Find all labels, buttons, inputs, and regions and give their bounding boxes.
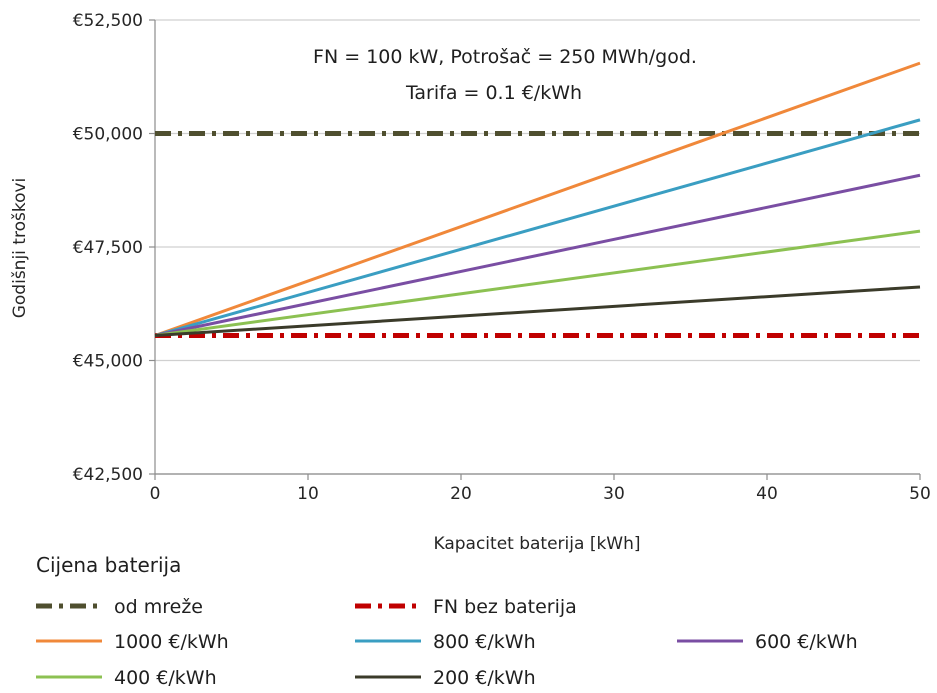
y-axis-label: Godišnji troškovi	[10, 178, 30, 319]
y-tick-labels: €42,500 €45,000 €47,500 €50,000 €52,500	[73, 11, 143, 485]
x-axis-label: Kapacitet baterija [kWh]	[433, 534, 640, 554]
legend-label-5: 400 €/kWh	[114, 667, 217, 689]
series-line-5	[154, 229, 921, 338]
legend-label-4: 600 €/kWh	[755, 631, 858, 653]
y-tick-label: €42,500	[73, 465, 143, 485]
legend-label-2: 1000 €/kWh	[114, 631, 229, 653]
y-tick-label: €47,500	[73, 238, 143, 258]
x-tick-label: 0	[150, 484, 161, 504]
axes	[149, 19, 921, 480]
legend-label-0: od mreže	[114, 596, 203, 618]
legend-label-1: FN bez baterija	[433, 596, 577, 618]
series-line-3	[154, 118, 921, 337]
legend-label-6: 200 €/kWh	[433, 667, 536, 689]
y-tick-label: €50,000	[73, 125, 143, 145]
x-tick-label: 40	[756, 484, 778, 504]
y-tick-label: €45,000	[73, 352, 143, 372]
annotation-line-2: Tarifa = 0.1 €/kWh	[405, 82, 582, 104]
legend-title: Cijena baterija	[36, 553, 181, 577]
x-tick-label: 50	[909, 484, 931, 504]
series-line-4	[154, 173, 921, 337]
series-line-6	[154, 285, 921, 338]
series-lines	[154, 61, 921, 339]
legend-label-3: 800 €/kWh	[433, 631, 536, 653]
x-tick-label: 10	[297, 484, 319, 504]
annotation-line-1: FN = 100 kW, Potrošač = 250 MWh/god.	[313, 46, 697, 68]
legend: od mreže FN bez baterija 1000 €/kWh 800 €/k…	[36, 596, 858, 689]
series-line-2	[154, 61, 921, 337]
x-tick-label: 30	[603, 484, 625, 504]
x-tick-labels: 0 10 20 30 40 50	[150, 484, 931, 504]
y-tick-label: €52,500	[73, 11, 143, 31]
x-tick-label: 20	[450, 484, 472, 504]
